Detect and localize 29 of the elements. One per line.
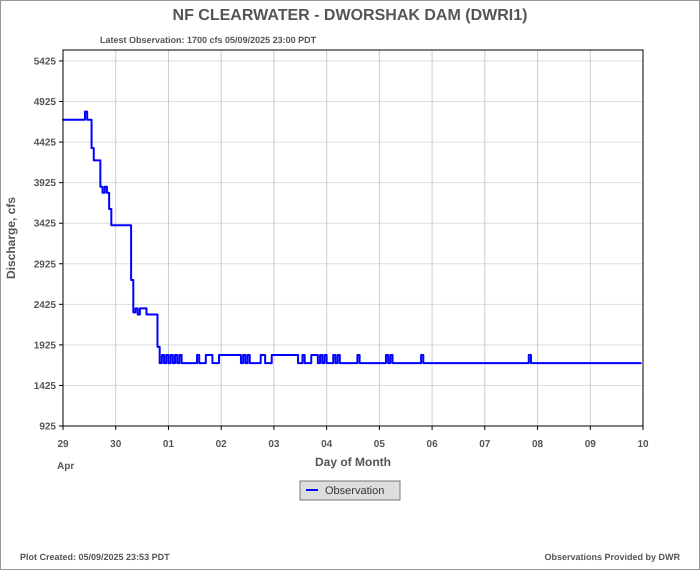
y-tick-label: 4425 bbox=[34, 138, 56, 149]
x-tick-label: 29 Apr bbox=[57, 439, 74, 472]
y-tick-label: 1925 bbox=[34, 340, 56, 352]
y-tick-label: 3425 bbox=[34, 218, 56, 230]
legend-label: Observation bbox=[325, 485, 384, 497]
x-tick-label: 07 bbox=[479, 439, 491, 450]
x-tick-label: 09 bbox=[584, 439, 596, 450]
y-tick-label: 3925 bbox=[34, 178, 56, 190]
y-axis-title: Discharge, cfs bbox=[4, 196, 18, 280]
y-tick-label: 2925 bbox=[34, 259, 56, 270]
y-tick-label: 2425 bbox=[34, 300, 56, 311]
y-tick-label: 4925 bbox=[34, 97, 56, 108]
x-tick-label: 10 bbox=[637, 439, 649, 450]
x-tick-label: 05 bbox=[374, 439, 386, 450]
x-tick-label: 01 bbox=[162, 439, 174, 450]
x-tick-label: 30 bbox=[110, 439, 122, 450]
text: Plot Created: 05/09/2025 23:53 PDT bbox=[20, 552, 170, 562]
y-tick-label: 1425 bbox=[34, 380, 56, 392]
x-tick-label: 02 bbox=[216, 439, 228, 450]
x-tick-label: 08 bbox=[532, 439, 544, 450]
chart-subtitle: Latest Observation: 1700 cfs 05/09/2025 23:00 PDT bbox=[100, 35, 317, 45]
y-tick-label: 5425 bbox=[34, 56, 56, 68]
x-axis-title: Day of Month bbox=[315, 455, 391, 469]
x-tick-label: 06 bbox=[426, 439, 438, 450]
y-tick-label: 925 bbox=[39, 422, 56, 432]
x-tick-label: 03 bbox=[268, 439, 280, 450]
chart-title: NF CLEARWATER - DWORSHAK DAM (DWRI1) bbox=[172, 7, 528, 24]
x-tick-label: 04 bbox=[321, 439, 333, 450]
text: Observations Provided by DWR bbox=[544, 552, 680, 562]
